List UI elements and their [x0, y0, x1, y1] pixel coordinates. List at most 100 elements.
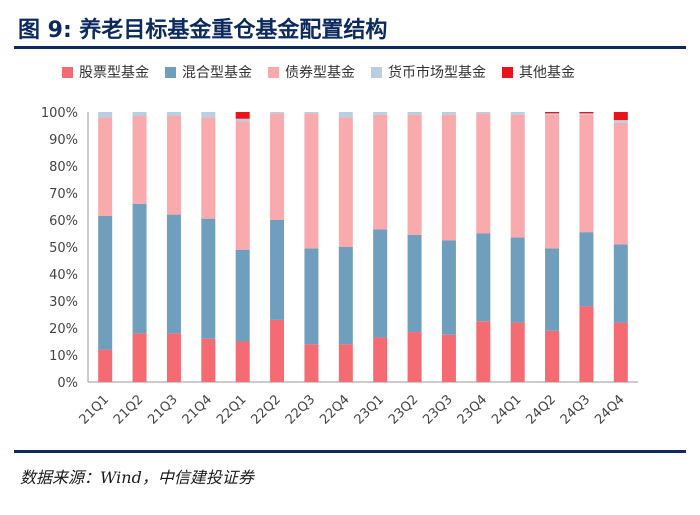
x-tick-label: 24Q3	[558, 392, 593, 427]
bar-segment	[270, 113, 285, 220]
legend-swatch	[62, 66, 73, 78]
bar-segment	[304, 248, 319, 345]
bar-segment	[579, 113, 594, 115]
bar-segment	[510, 237, 525, 323]
bar-segment	[98, 215, 113, 350]
bar-segment	[510, 112, 525, 115]
x-tick-label: 21Q2	[111, 392, 146, 427]
x-tick-label: 22Q2	[249, 392, 284, 427]
bar-segment	[304, 113, 319, 249]
x-tick-label: 21Q4	[180, 392, 215, 427]
bar-segment	[407, 112, 422, 115]
bar-segment	[510, 322, 525, 382]
bar-segment	[201, 112, 216, 118]
figure-title: 图 9: 养老目标基金重仓基金配置结构	[18, 18, 388, 43]
x-tick-label: 21Q3	[145, 392, 180, 427]
bar-segment	[166, 214, 181, 334]
source-rule	[14, 450, 686, 453]
bar-segment	[338, 117, 353, 248]
source-note: 数据来源：Wind，中信建投证券	[20, 468, 254, 487]
legend-item: 股票型基金	[62, 62, 149, 82]
bar-segment	[270, 112, 285, 114]
y-tick-label: 30%	[49, 295, 78, 310]
bar-segment	[201, 338, 216, 382]
legend-swatch	[371, 66, 382, 78]
legend-item: 混合型基金	[165, 62, 252, 82]
bar-segment	[270, 319, 285, 382]
bar-segment	[98, 117, 113, 216]
bar-segment	[476, 321, 491, 382]
legend-label: 混合型基金	[182, 65, 252, 81]
x-tick-label: 23Q2	[386, 392, 421, 427]
y-tick-label: 60%	[49, 214, 78, 229]
chart-legend: 股票型基金 混合型基金 债券型基金 货币市场型基金 其他基金	[62, 62, 575, 82]
bar-segment	[201, 117, 216, 219]
x-tick-label: 22Q4	[317, 392, 352, 427]
bar-segment	[476, 113, 491, 234]
bar-segment	[476, 233, 491, 322]
y-tick-label: 80%	[49, 160, 78, 175]
bar-segment	[579, 232, 594, 307]
bar-segment	[441, 240, 456, 335]
bar-segment	[166, 116, 181, 215]
bar-segment	[545, 112, 560, 114]
bar-segment	[235, 121, 250, 250]
bar-segment	[338, 112, 353, 118]
x-tick-label: 23Q1	[352, 392, 387, 427]
y-tick-label: 50%	[49, 241, 78, 256]
y-tick-label: 40%	[49, 268, 78, 283]
x-tick-label: 24Q1	[489, 392, 524, 427]
bar-segment	[545, 114, 560, 249]
bar-segment	[613, 122, 628, 245]
bar-segment	[166, 112, 181, 117]
bar-segment	[476, 112, 491, 114]
bar-segment	[304, 344, 319, 382]
bar-segment	[132, 116, 147, 204]
bar-segment	[373, 114, 388, 230]
bar-segment	[235, 118, 250, 122]
legend-label: 债券型基金	[285, 65, 355, 81]
y-tick-label: 100%	[41, 106, 78, 121]
x-tick-label: 24Q4	[592, 392, 627, 427]
legend-swatch	[502, 66, 513, 78]
x-tick-label: 23Q4	[455, 392, 490, 427]
legend-swatch	[268, 66, 279, 78]
x-tick-label: 21Q1	[77, 392, 112, 427]
x-tick-label: 23Q3	[420, 392, 455, 427]
bar-segment	[579, 306, 594, 382]
y-tick-label: 70%	[49, 187, 78, 202]
bar-segment	[235, 249, 250, 342]
y-tick-label: 10%	[49, 349, 78, 364]
bar-segment	[613, 120, 628, 123]
bar-segment	[613, 322, 628, 382]
stacked-bar-chart: 0%10%20%30%40%50%60%70%80%90%100%21Q121Q…	[41, 106, 638, 428]
bar-segment	[270, 220, 285, 320]
bar-segment	[338, 344, 353, 382]
x-tick-label: 24Q2	[524, 392, 559, 427]
bar-segment	[338, 247, 353, 345]
bar-segment	[132, 333, 147, 382]
bar-segment	[373, 337, 388, 382]
bar-segment	[545, 330, 560, 382]
bar-segment	[441, 112, 456, 115]
x-tick-label: 22Q3	[283, 392, 318, 427]
bar-segment	[407, 114, 422, 235]
bar-segment	[579, 114, 594, 233]
legend-item: 债券型基金	[268, 62, 355, 82]
y-tick-label: 0%	[57, 376, 78, 391]
bar-segment	[304, 112, 319, 114]
bar-segment	[545, 248, 560, 331]
bar-segment	[441, 334, 456, 382]
y-tick-label: 90%	[49, 133, 78, 148]
bar-segment	[98, 112, 113, 118]
bar-segment	[510, 114, 525, 238]
bar-segment	[166, 333, 181, 382]
legend-label: 货币市场型基金	[388, 65, 486, 81]
title-rule	[14, 46, 686, 49]
legend-item: 货币市场型基金	[371, 62, 486, 82]
x-tick-label: 22Q1	[214, 392, 249, 427]
bar-segment	[441, 114, 456, 241]
y-tick-label: 20%	[49, 322, 78, 337]
bar-segment	[545, 113, 560, 115]
